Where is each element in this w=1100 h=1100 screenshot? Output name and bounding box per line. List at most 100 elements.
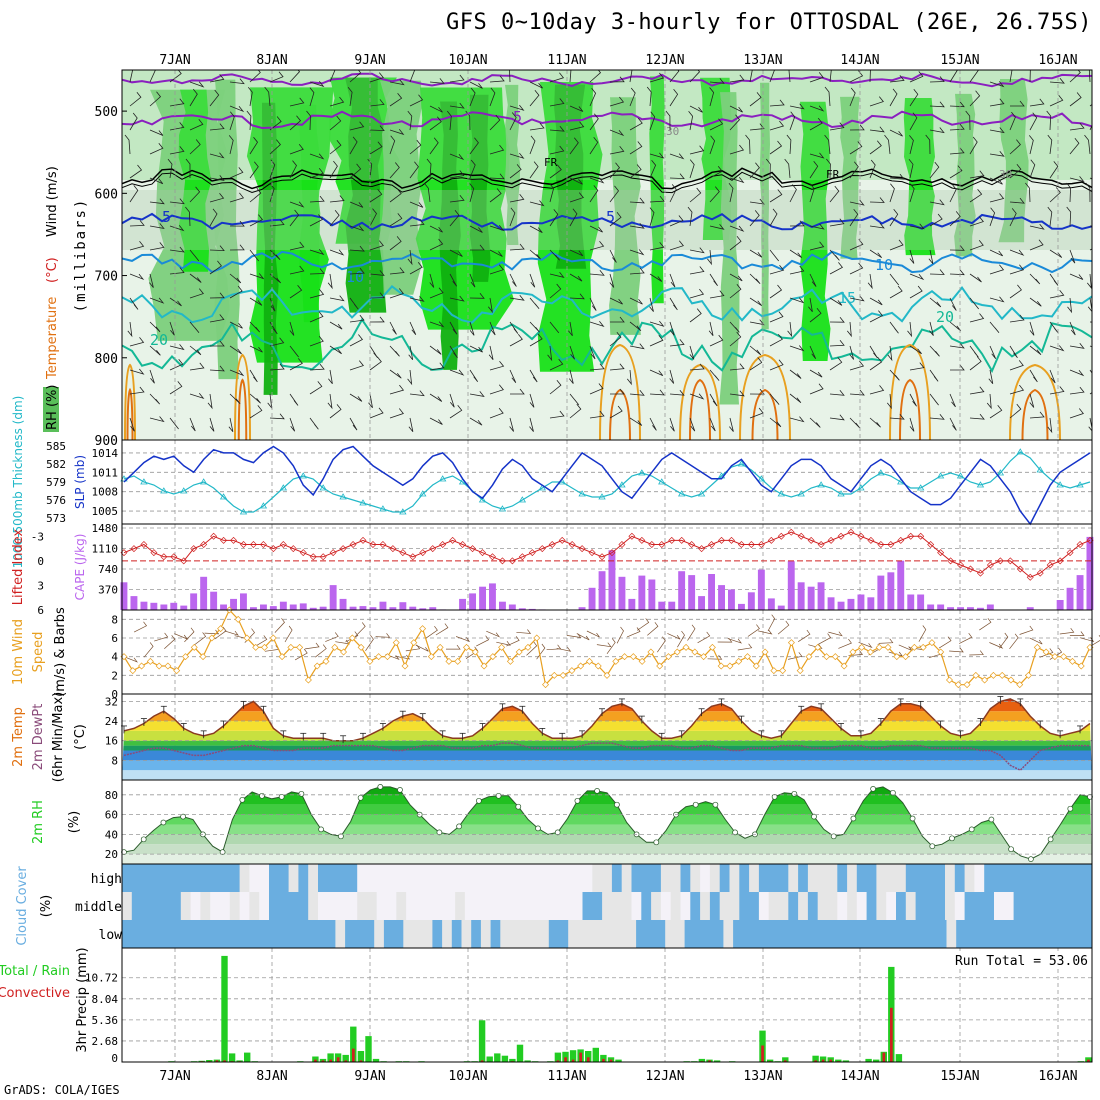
rh-shading	[504, 84, 521, 246]
cloud-cell	[820, 920, 831, 948]
wind-barb	[849, 262, 864, 275]
cloud-cell	[383, 920, 395, 948]
cloud-cell	[131, 892, 143, 920]
cloud-cell	[984, 892, 995, 920]
rh-point	[712, 801, 719, 808]
wind-speed-point	[199, 653, 207, 661]
day-label-top: 12JAN	[645, 53, 684, 68]
wind-speed-point	[401, 662, 409, 670]
thickness-point	[299, 472, 307, 479]
panel-frame	[121, 523, 1093, 611]
wind-speed-point	[840, 662, 848, 670]
wind-barb	[209, 192, 225, 203]
wind-barb	[789, 103, 805, 110]
wind-barb	[189, 273, 202, 283]
surface-wind-barb	[123, 656, 139, 663]
cloud-cell	[680, 864, 691, 892]
wind-barb	[189, 345, 202, 356]
wind-barb	[229, 167, 244, 179]
wind-barb	[709, 417, 716, 432]
wind-barb	[529, 161, 539, 179]
wind-barb	[629, 249, 645, 256]
cape-bar	[1066, 587, 1074, 610]
wind-barb	[189, 139, 201, 155]
lifted-point	[1056, 557, 1064, 565]
wind-barb	[489, 407, 504, 419]
lower-panels	[120, 70, 1100, 1062]
surface-wind-barb	[788, 652, 803, 660]
wind-barb	[129, 112, 138, 131]
temperature-contour	[122, 212, 1092, 231]
surface-wind-barb	[848, 650, 864, 657]
wind-barb	[389, 129, 405, 136]
wind-barb	[407, 110, 413, 131]
cape-bar	[260, 604, 267, 610]
thickness-point	[817, 481, 825, 488]
cloud-cell	[325, 920, 336, 948]
rh-point	[140, 836, 147, 843]
wind-barb	[707, 249, 712, 266]
precip-convective-bar	[829, 1059, 833, 1062]
wind-barb	[569, 177, 583, 185]
wind-barb	[1009, 264, 1025, 275]
cloud-cell	[807, 892, 819, 920]
wind-barb	[149, 242, 165, 251]
surface-wind-barb	[969, 650, 984, 656]
wind-barb	[709, 135, 716, 155]
rh-point	[397, 787, 403, 793]
wind-barb	[529, 89, 540, 107]
wind-barb	[369, 208, 377, 227]
surface-wind-barb	[1079, 637, 1095, 643]
wind-barb	[969, 413, 985, 420]
temp-ylabel-unit: (°C)	[73, 724, 88, 750]
wind-ylabel: 10m Wind Speed (m/s) & Barbs	[11, 607, 68, 697]
cape-bar	[319, 606, 327, 610]
cloud-cell	[694, 920, 705, 948]
rh-point	[771, 793, 778, 800]
wind-barb	[129, 164, 143, 179]
cloud-cell	[151, 920, 162, 948]
wind-speed-point	[278, 653, 286, 661]
cloud-cell	[180, 864, 192, 892]
wind-speed-point	[313, 662, 321, 670]
wind-barb	[929, 393, 939, 406]
wind-barb	[449, 273, 458, 287]
cloud-cell	[994, 864, 1005, 892]
cloud-cell	[337, 892, 348, 920]
surface-wind-barb	[858, 641, 873, 649]
cloud-cell	[366, 892, 378, 920]
wind-barb	[529, 321, 540, 333]
wind-barb	[369, 270, 385, 276]
temp-band	[122, 750, 1092, 761]
wind-barb	[369, 240, 384, 251]
surface-wind-barb	[818, 633, 832, 645]
wind-speed-point	[910, 643, 918, 651]
wind-barb	[609, 363, 625, 371]
panel-frames	[121, 69, 1093, 1063]
cloud-cell	[670, 864, 682, 892]
wind-barb	[229, 192, 245, 203]
cloud-cell	[432, 920, 443, 948]
wind-barb	[289, 160, 297, 179]
wind-barb	[229, 78, 245, 85]
lifted-point	[897, 536, 905, 544]
wind-barb	[649, 273, 663, 282]
wind-barb	[749, 92, 762, 107]
thickness-point	[638, 469, 646, 476]
wind-barb	[1029, 273, 1041, 285]
wind-speed-point	[1007, 676, 1015, 684]
wind-barb	[1069, 137, 1080, 155]
cloud-cell	[455, 864, 466, 892]
wind-barb	[989, 345, 997, 360]
surface-wind-barb	[707, 654, 723, 660]
cloud-cell	[758, 864, 770, 892]
wind-barb	[408, 345, 414, 360]
wind-barb	[889, 209, 899, 227]
wind-barb	[689, 363, 705, 371]
ylabel-part: RH (%)	[45, 385, 60, 430]
cloud-cell	[1072, 920, 1083, 948]
wind-barb	[309, 335, 324, 347]
wind-barb	[489, 360, 505, 371]
wind-barb	[249, 393, 261, 404]
wind-barb	[689, 247, 705, 254]
